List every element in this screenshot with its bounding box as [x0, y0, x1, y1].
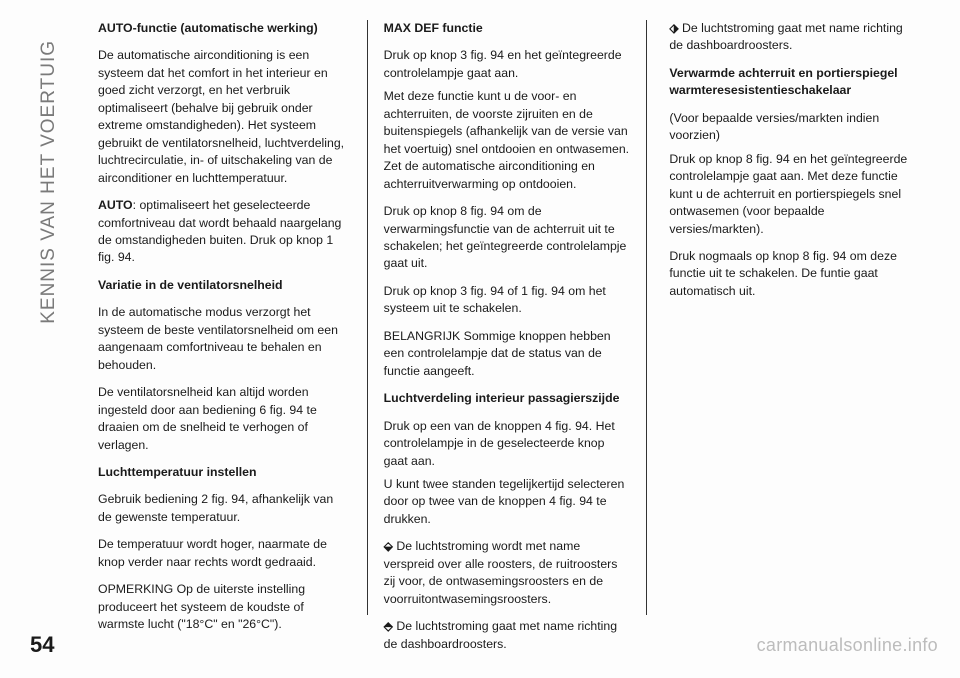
paragraph: ⬘ De luchtstroming gaat met name richtin… [384, 618, 631, 653]
paragraph: Druk op knop 3 fig. 94 en het geïntegree… [384, 47, 631, 82]
column-1: AUTO-functie (automatische werking) De a… [98, 20, 349, 615]
paragraph: Druk op knop 8 fig. 94 en het geïntegree… [669, 151, 916, 238]
paragraph: Druk op knop 3 fig. 94 of 1 fig. 94 om h… [384, 283, 631, 318]
paragraph: De automatische airconditioning is een s… [98, 47, 345, 187]
heading-luchttemp: Luchttemperatuur instellen [98, 464, 345, 481]
paragraph: De ventilatorsnelheid kan altijd worden … [98, 384, 345, 454]
paragraph: BELANGRIJK Sommige knoppen hebben een co… [384, 328, 631, 380]
text: De luchtstroming wordt met name versprei… [384, 539, 618, 605]
watermark: carmanualsonline.info [757, 635, 938, 656]
heading-verwarmde: Verwarmde achterruit en portierspiegel w… [669, 65, 916, 100]
bold-auto: AUTO [98, 198, 133, 212]
paragraph: Druk op knop 8 fig. 94 om de verwarmings… [384, 203, 631, 273]
airflow-dash-icon: ⬗ [669, 21, 678, 35]
heading-auto-functie: AUTO-functie (automatische werking) [98, 20, 345, 37]
paragraph: Druk op een van de knoppen 4 fig. 94. He… [384, 418, 631, 470]
heading-luchtverdeling: Luchtverdeling interieur passagierszijde [384, 390, 631, 407]
paragraph: OPMERKING Op de uiterste instelling prod… [98, 581, 345, 633]
page-number: 54 [30, 632, 54, 658]
paragraph: De temperatuur wordt hoger, naarmate de … [98, 536, 345, 571]
airflow-dash-icon: ⬘ [384, 619, 393, 633]
paragraph: U kunt twee standen tegelijkertijd selec… [384, 476, 631, 528]
heading-maxdef: MAX DEF functie [384, 20, 631, 37]
content-columns: AUTO-functie (automatische werking) De a… [98, 20, 920, 615]
paragraph: In de automatische modus verzorgt het sy… [98, 304, 345, 374]
airflow-all-icon: ⬙ [384, 539, 393, 553]
column-2: MAX DEF functie Druk op knop 3 fig. 94 e… [367, 20, 648, 615]
section-tab: KENNIS VAN HET VOERTUIG [38, 40, 60, 324]
text: : optimaliseert het geselecteerde comfor… [98, 198, 341, 264]
heading-variatie: Variatie in de ventilatorsnelheid [98, 277, 345, 294]
paragraph: Gebruik bediening 2 fig. 94, afhankelijk… [98, 491, 345, 526]
text: De luchtstroming gaat met name richting … [384, 619, 617, 650]
paragraph: ⬙ De luchtstroming wordt met name verspr… [384, 538, 631, 608]
paragraph: (Voor bepaalde versies/markten indien vo… [669, 110, 916, 145]
manual-page: KENNIS VAN HET VOERTUIG AUTO-functie (au… [0, 0, 960, 678]
text: De luchtstroming gaat met name richting … [669, 21, 902, 52]
column-3: ⬗ De luchtstroming gaat met name richtin… [665, 20, 920, 615]
paragraph: Met deze functie kunt u de voor- en acht… [384, 88, 631, 193]
paragraph: AUTO: optimaliseert het geselecteerde co… [98, 197, 345, 267]
paragraph: Druk nogmaals op knop 8 fig. 94 om deze … [669, 248, 916, 300]
paragraph: ⬗ De luchtstroming gaat met name richtin… [669, 20, 916, 55]
